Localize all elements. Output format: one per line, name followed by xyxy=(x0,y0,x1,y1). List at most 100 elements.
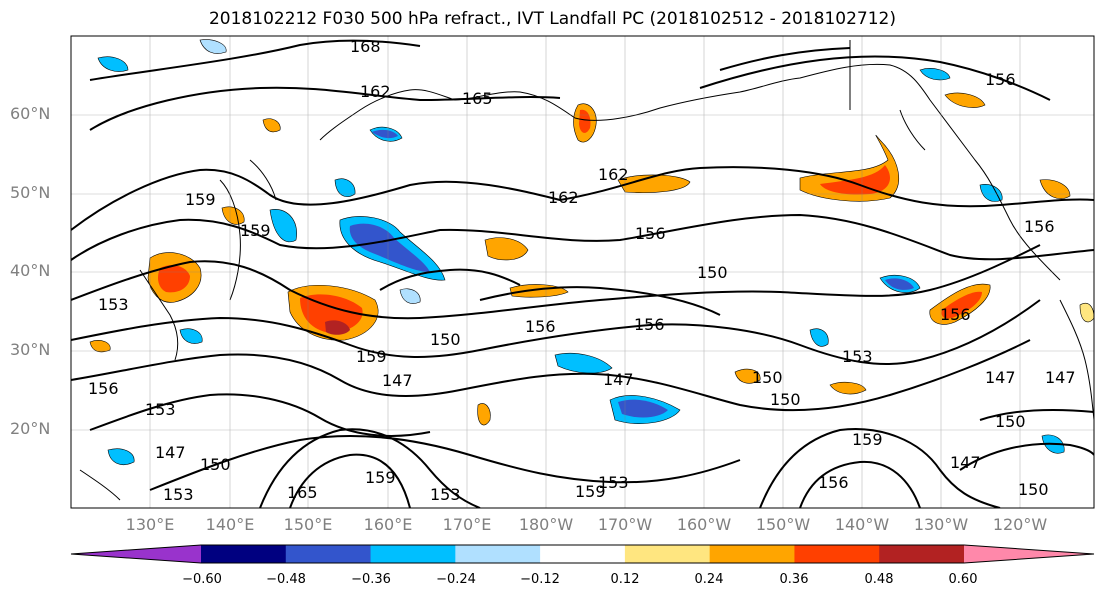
colorbar-segment xyxy=(624,545,711,563)
shade-positive xyxy=(477,403,491,426)
contour-label: 159 xyxy=(185,190,216,209)
contour-label: 162 xyxy=(548,188,579,207)
contour-label: 156 xyxy=(88,379,119,398)
shade-positive xyxy=(484,237,529,261)
lat-label: 60°N xyxy=(10,104,51,123)
shade-positive xyxy=(1079,302,1094,323)
shade-positive-core xyxy=(820,165,890,195)
shade-negative xyxy=(269,209,297,243)
lon-label: 160°W xyxy=(676,515,732,534)
height-contours xyxy=(71,39,1094,508)
gridlines xyxy=(71,36,1094,508)
lon-label: 120°W xyxy=(992,515,1048,534)
lat-label: 40°N xyxy=(10,261,51,280)
shade-positive xyxy=(829,381,867,395)
shade-positive-core xyxy=(325,320,350,335)
lon-label: 130°W xyxy=(913,515,969,534)
shade-positive xyxy=(221,206,245,225)
colorbar-tick-label: 0.36 xyxy=(779,572,809,587)
contour-label: 150 xyxy=(1018,480,1049,499)
shade-negative-core xyxy=(885,278,914,290)
colorbar-segment xyxy=(709,545,795,563)
contour-label: 147 xyxy=(1045,368,1076,387)
contour-label: 147 xyxy=(155,443,186,462)
colorbar-tick-label: 0.48 xyxy=(864,572,894,587)
lon-label: 150°W xyxy=(755,515,811,534)
colorbar xyxy=(70,544,1095,564)
contour-label: 153 xyxy=(163,485,194,504)
contour-label: 156 xyxy=(940,305,971,324)
contour-label: 150 xyxy=(697,263,728,282)
contour-label: 159 xyxy=(852,430,883,449)
colorbar-segment xyxy=(285,545,372,563)
lon-label: 150°E xyxy=(283,515,333,534)
shade-positive xyxy=(89,340,111,353)
shade-negative-core xyxy=(349,223,430,272)
contour-label: 162 xyxy=(598,165,629,184)
contour-label: 153 xyxy=(98,295,129,314)
coastlines xyxy=(79,40,1094,501)
colorbar-extend-high xyxy=(964,545,1094,563)
shade-negative xyxy=(919,68,951,81)
lon-label: 140°E xyxy=(205,515,255,534)
colorbar-segment xyxy=(201,545,287,563)
shade-negative-core xyxy=(372,129,398,139)
lon-label: 130°E xyxy=(125,515,175,534)
colorbar-tick-label: 0.12 xyxy=(610,572,640,587)
contour-label: 156 xyxy=(634,315,665,334)
lon-label: 140°W xyxy=(834,515,890,534)
lat-label: 20°N xyxy=(10,419,51,438)
contour-label: 150 xyxy=(752,368,783,387)
lon-label: 180°W xyxy=(518,515,574,534)
lat-label: 30°N xyxy=(10,340,51,359)
colorbar-segment xyxy=(370,545,456,563)
lon-label: 170°W xyxy=(597,515,653,534)
contour-label: 159 xyxy=(356,347,387,366)
shade-positive-core xyxy=(300,294,363,333)
shade-negative xyxy=(809,328,829,347)
contour-label: 168 xyxy=(350,37,381,56)
colorbar-tick-label: 0.24 xyxy=(694,572,724,587)
colorbar-tick-label: −0.24 xyxy=(436,572,476,587)
colorbar-tick-label: −0.36 xyxy=(351,572,391,587)
contour-label: 147 xyxy=(985,368,1016,387)
contour-label: 159 xyxy=(575,482,606,501)
colorbar-segment xyxy=(540,545,626,563)
contour-label: 150 xyxy=(200,455,231,474)
shade-negative xyxy=(97,56,129,72)
contour-label: 156 xyxy=(818,473,849,492)
shade-negative xyxy=(554,352,613,374)
contour-labels: 168 162 165 156 159 159 153 162 162 156 … xyxy=(88,37,1076,504)
colorbar-tick-label: −0.60 xyxy=(182,572,222,587)
shade-positive xyxy=(734,368,761,384)
shade-negative xyxy=(199,39,227,54)
contour-label: 153 xyxy=(145,400,176,419)
colorbar-tick-label: −0.48 xyxy=(266,572,306,587)
colorbar-tick-label: 0.60 xyxy=(948,572,978,587)
lon-label: 170°E xyxy=(442,515,492,534)
contour-label: 159 xyxy=(240,221,271,240)
shaded-fields xyxy=(89,39,1094,465)
contour-label: 147 xyxy=(382,371,413,390)
colorbar-segment xyxy=(879,545,965,563)
contour-label: 162 xyxy=(360,82,391,101)
page-title: 2018102212 F030 500 hPa refract., IVT La… xyxy=(208,9,896,29)
colorbar-outline xyxy=(70,544,1095,564)
map-frame xyxy=(70,35,1095,509)
shade-negative xyxy=(107,448,135,465)
contour-label: 150 xyxy=(430,330,461,349)
colorbar-tick-label: −0.12 xyxy=(520,572,560,587)
contour-label: 153 xyxy=(842,347,873,366)
contour-label: 156 xyxy=(1024,217,1055,236)
contour-label: 165 xyxy=(287,483,318,502)
contour-label: 153 xyxy=(598,473,629,492)
contour-label: 150 xyxy=(995,412,1026,431)
contour-label: 165 xyxy=(462,89,493,108)
contour-label: 147 xyxy=(950,453,981,472)
shade-negative xyxy=(399,288,421,304)
lat-label: 50°N xyxy=(10,183,51,202)
shade-positive xyxy=(617,174,691,193)
contour-label: 156 xyxy=(525,317,556,336)
lon-label: 160°E xyxy=(363,515,413,534)
